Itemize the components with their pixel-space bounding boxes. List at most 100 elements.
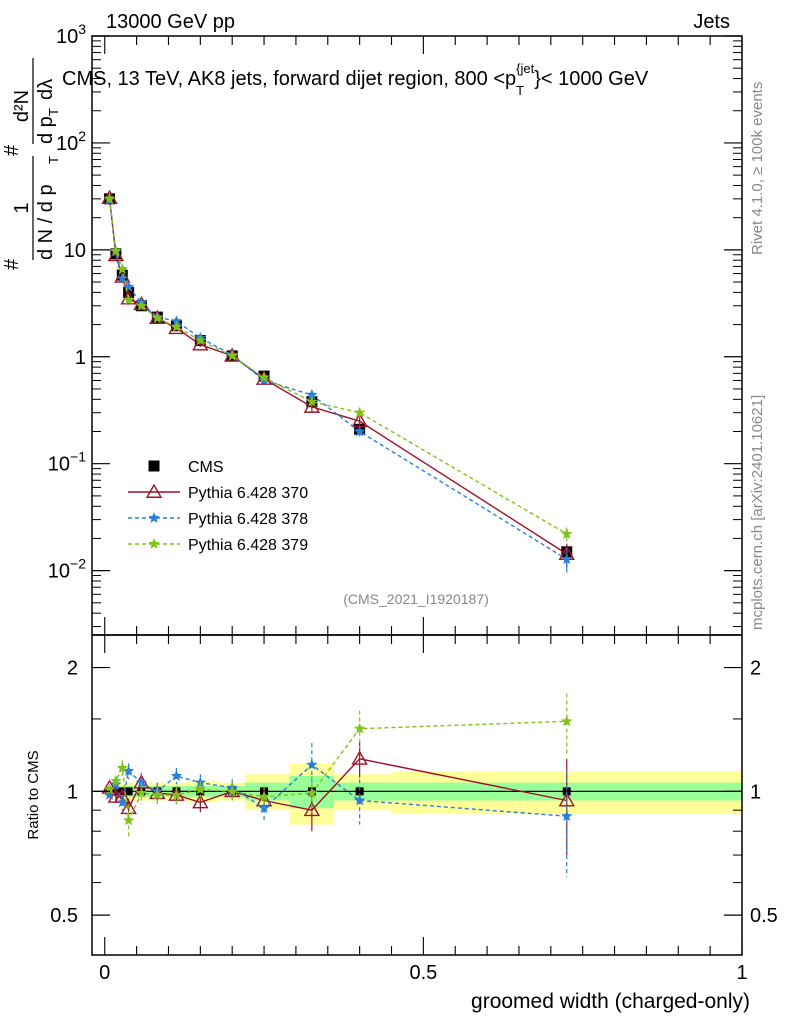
legend-marker xyxy=(145,483,163,498)
ratio-y-label: Ratio to CMS xyxy=(25,750,42,839)
main-data-point xyxy=(306,395,318,407)
main-series-0 xyxy=(104,193,573,560)
legend-entry: Pythia 6.428 378 xyxy=(128,511,308,528)
main-data-point xyxy=(258,371,270,383)
y-tick-label: 10 xyxy=(64,240,86,262)
ratio-y-axis: 0.5 0.5 1 1 2 2 xyxy=(50,658,778,928)
ratio-plot-content xyxy=(92,693,742,877)
y-label-hash-1: # xyxy=(1,258,23,270)
rivet-version-label: Rivet 4.1.0, ≥ 100k events xyxy=(749,82,766,255)
ratio-data-point xyxy=(103,789,116,800)
main-data-point xyxy=(116,272,128,284)
ratio-series-2 xyxy=(103,693,573,839)
ratio-reference-point xyxy=(124,787,133,796)
plot-title: CMS, 13 TeV, AK8 jets, forward dijet reg… xyxy=(62,61,649,98)
y-tick-label: 103 xyxy=(56,21,86,48)
y-label-dlambda: dλ xyxy=(35,79,57,100)
ratio-y-tick-label: 2 xyxy=(67,658,78,680)
main-series-line xyxy=(108,198,568,555)
ratio-data-point xyxy=(192,793,209,809)
ratio-data-point xyxy=(561,715,573,727)
ratio-panel: 0.5 0.5 1 1 2 2 0 0.5 1 Ratio to CMS groomed wi… xyxy=(25,634,778,1013)
main-y-axis: 10−2 10−1 1 10 102 103 xyxy=(48,21,742,628)
main-x-ticks xyxy=(104,36,743,635)
energy-label: 13000 GeV pp xyxy=(106,11,235,33)
ratio-data-point xyxy=(116,762,128,773)
analysis-watermark: (CMS_2021_I1920187) xyxy=(343,591,489,607)
ratio-series-1 xyxy=(103,743,573,877)
ratio-data-point xyxy=(170,770,183,781)
ratio-data-point xyxy=(122,765,135,776)
main-series-line xyxy=(108,199,568,560)
y-tick-label: 1 xyxy=(75,347,86,369)
main-data-point xyxy=(194,334,206,346)
main-data-point xyxy=(133,295,150,311)
ratio-y-tick-label: 0.5 xyxy=(50,905,78,927)
ratio-reference-point xyxy=(355,787,364,796)
main-data-point xyxy=(114,268,131,283)
main-panel: 10−2 10−1 1 10 102 103 CMS, 13 TeV, AK8 jets,… xyxy=(1,21,743,636)
y-label-dpt-sub: T xyxy=(46,108,61,116)
x-axis-label: groomed width (charged-only) xyxy=(471,990,750,1013)
plot-title-sup: {jet xyxy=(516,61,534,76)
legend-marker xyxy=(148,512,160,523)
main-series-line xyxy=(108,198,568,535)
legend-marker xyxy=(148,538,160,549)
ratio-data-point xyxy=(194,783,206,795)
legend-entry: CMS xyxy=(148,459,224,476)
ratio-data-point xyxy=(561,810,573,822)
main-series-1 xyxy=(101,189,575,568)
main-data-point xyxy=(135,299,148,311)
main-series-2 xyxy=(103,193,573,573)
legend-entry: Pythia 6.428 379 xyxy=(128,537,308,554)
ratio-data-point xyxy=(306,758,318,770)
ratio-data-point xyxy=(170,789,183,800)
y-label-d2n: d²N xyxy=(11,90,33,122)
main-data-point xyxy=(107,246,125,262)
main-series-3 xyxy=(103,192,573,542)
legend-label: Pythia 6.428 370 xyxy=(188,485,308,502)
ratio-data-point xyxy=(353,722,366,734)
main-data-point xyxy=(561,528,573,539)
main-data-point xyxy=(192,336,209,351)
ratio-data-point xyxy=(353,794,366,806)
y-label-dpt: d p xyxy=(35,116,57,144)
plot-title-sub: T xyxy=(516,83,524,98)
ratio-data-point xyxy=(226,785,238,797)
x-tick-label: 0.5 xyxy=(409,962,437,984)
main-data-point xyxy=(116,263,128,274)
legend-marker xyxy=(148,460,160,472)
main-data-point xyxy=(353,425,366,437)
ratio-data-point xyxy=(151,789,163,800)
ratio-y-tick-label-right: 2 xyxy=(750,658,761,680)
ratio-data-point xyxy=(122,814,135,826)
category-label: Jets xyxy=(693,11,730,33)
main-data-point xyxy=(306,388,318,400)
ratio-data-point xyxy=(306,787,318,798)
y-label-hash-2: # xyxy=(1,144,23,156)
ratio-y-tick-label-right: 1 xyxy=(750,781,761,803)
legend: CMS Pythia 6.428 370 Pythia 6.428 378 Pythi… xyxy=(128,459,308,554)
ratio-data-point xyxy=(558,792,575,807)
plot-title-main: CMS, 13 TeV, AK8 jets, forward dijet reg… xyxy=(62,68,516,90)
legend-label: CMS xyxy=(188,459,224,476)
ratio-data-point xyxy=(258,790,270,802)
ratio-data-point xyxy=(110,774,122,786)
ratio-data-point xyxy=(135,776,148,788)
y-tick-label: 102 xyxy=(56,128,86,155)
main-data-point xyxy=(120,290,137,305)
ratio-data-point xyxy=(116,796,128,808)
main-data-point xyxy=(122,293,135,305)
ratio-data-point xyxy=(351,750,368,765)
x-tick-label: 0 xyxy=(99,962,110,984)
main-data-point xyxy=(353,406,366,418)
ratio-data-point xyxy=(135,787,148,798)
legend-label: Pythia 6.428 378 xyxy=(188,511,308,528)
main-data-point xyxy=(170,321,183,332)
ratio-x-axis: 0 0.5 1 xyxy=(99,635,748,984)
main-data-point xyxy=(110,244,122,256)
main-data-point xyxy=(303,398,321,413)
y-label-one: 1 xyxy=(11,202,33,213)
x-tick-label: 1 xyxy=(736,962,747,984)
legend-label: Pythia 6.428 379 xyxy=(188,537,308,554)
